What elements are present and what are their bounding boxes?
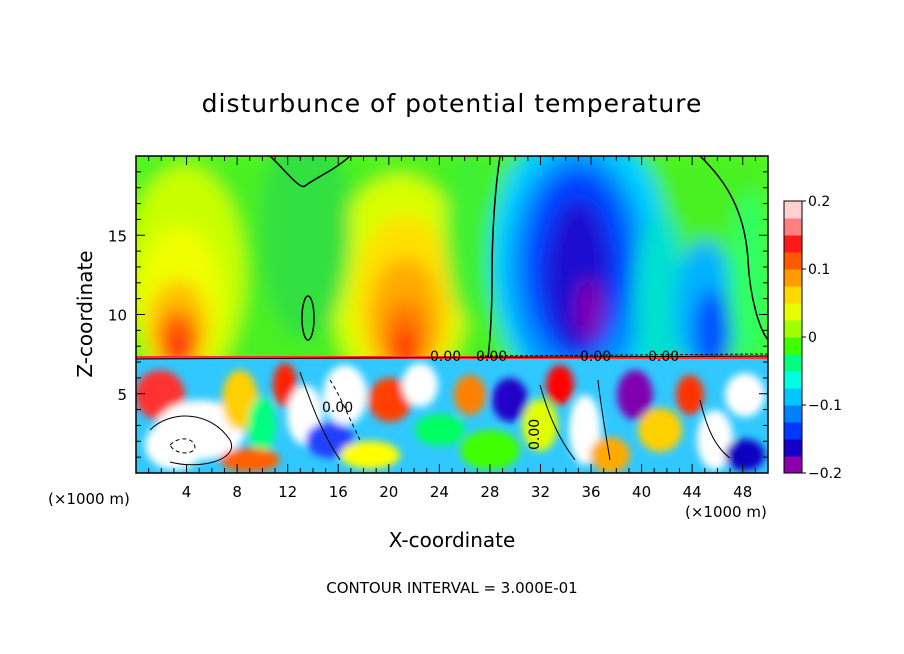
contour-label: 0.00: [648, 349, 679, 365]
colorbar-tick-label: −0.2: [808, 466, 842, 482]
y-axis-label: Z-coordinate: [73, 250, 97, 377]
colorbar-swatch: [784, 303, 802, 321]
x-tick-label: 24: [430, 483, 449, 501]
x-tick-label: 28: [480, 483, 499, 501]
colorbar-swatch: [784, 337, 802, 355]
colorbar-swatch: [784, 235, 802, 253]
colorbar-tick-label: 0: [808, 330, 817, 346]
contour-label: 0.00: [527, 419, 543, 450]
x-tick-label: 36: [581, 483, 600, 501]
x-tick-label: 44: [683, 483, 702, 501]
x-tick-label: 40: [632, 483, 651, 501]
contour-label: 0.00: [580, 349, 611, 365]
colorbar-swatch: [784, 405, 802, 423]
colorbar-swatch: [784, 286, 802, 304]
colorbar-swatch: [784, 201, 802, 219]
x-tick-label: 20: [379, 483, 398, 501]
contour-label: 0.00: [430, 349, 461, 365]
lower-field: [136, 358, 768, 473]
x-axis-label: X-coordinate: [389, 528, 516, 552]
contour-label: 0.00: [322, 400, 353, 416]
x-tick-label: 8: [232, 483, 242, 501]
x-tick-label: 32: [531, 483, 550, 501]
colorbar-tick-label: −0.1: [808, 398, 842, 414]
contour-labels: 0.00 0.00 0.00 0.00 0.00 0.00: [322, 349, 679, 450]
x-tick-label: 12: [278, 483, 297, 501]
colorbar-swatch: [784, 252, 802, 270]
colorbar: 0.2 0.1 0 −0.1 −0.2: [783, 194, 842, 482]
contour-label: 0.00: [476, 349, 507, 365]
colorbar-swatch: [784, 218, 802, 236]
colorbar-swatch: [784, 439, 802, 457]
colorbar-swatch: [784, 371, 802, 389]
y-axis: 5 10 15: [108, 171, 768, 458]
colorbar-swatch: [784, 422, 802, 440]
upper-field: [136, 156, 768, 360]
x-axis: 4 8 12 16 20 24 28 32 36 40 44 48: [148, 156, 756, 501]
colorbar-swatch: [784, 354, 802, 372]
y-tick-label: 5: [117, 386, 127, 404]
chart-title: disturbunce of potential temperature: [202, 89, 703, 118]
colorbar-swatch: [784, 456, 802, 474]
x-unit-right: (×1000 m): [685, 503, 767, 521]
y-tick-label: 10: [108, 307, 127, 325]
x-tick-label: 16: [329, 483, 348, 501]
x-tick-label: 48: [733, 483, 752, 501]
contour-interval-note: CONTOUR INTERVAL = 3.000E-01: [326, 579, 577, 597]
plot-area: 0.00 0.00 0.00 0.00 0.00 0.00: [136, 156, 768, 473]
x-tick-label: 4: [182, 483, 192, 501]
y-tick-label: 15: [108, 227, 127, 245]
colorbar-swatch: [784, 269, 802, 287]
colorbar-tick-label: 0.1: [808, 262, 830, 278]
upper-contours: [136, 156, 768, 360]
colorbar-tick-label: 0.2: [808, 194, 830, 210]
colorbar-swatch: [784, 388, 802, 406]
colorbar-swatch: [784, 320, 802, 338]
x-unit-left: (×1000 m): [48, 490, 130, 508]
